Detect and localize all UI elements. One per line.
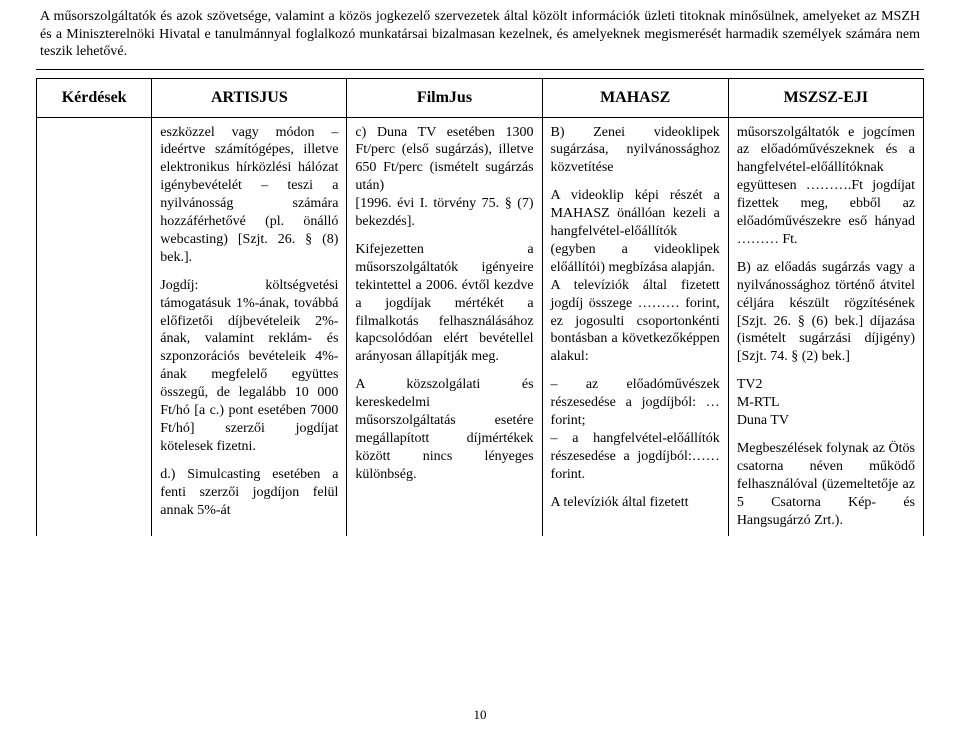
header-mszsz-eji: MSZSZ-EJI xyxy=(728,78,923,117)
cell-filmjus: c) Duna TV esetében 1300 Ft/perc (első s… xyxy=(347,117,542,536)
comparison-table: Kérdések ARTISJUS FilmJus MAHASZ MSZSZ-E… xyxy=(36,78,924,536)
header-questions: Kérdések xyxy=(37,78,152,117)
header-artisjus: ARTISJUS xyxy=(152,78,347,117)
cell-mszsz-eji: műsorszolgáltatók e jogcímen az előadómű… xyxy=(728,117,923,536)
cell-mahasz: B) Zenei videoklipek sugárzása, nyilváno… xyxy=(542,117,728,536)
header-mahasz: MAHASZ xyxy=(542,78,728,117)
divider xyxy=(36,69,924,70)
header-filmjus: FilmJus xyxy=(347,78,542,117)
page: A műsorszolgáltatók és azok szövetsége, … xyxy=(0,0,960,729)
cell-artisjus: eszközzel vagy módon – ideértve számítóg… xyxy=(152,117,347,536)
disclaimer-text: A műsorszolgáltatók és azok szövetsége, … xyxy=(36,8,924,67)
cell-questions xyxy=(37,117,152,536)
table-row: eszközzel vagy módon – ideértve számítóg… xyxy=(37,117,924,536)
table-header-row: Kérdések ARTISJUS FilmJus MAHASZ MSZSZ-E… xyxy=(37,78,924,117)
page-number: 10 xyxy=(0,707,960,723)
